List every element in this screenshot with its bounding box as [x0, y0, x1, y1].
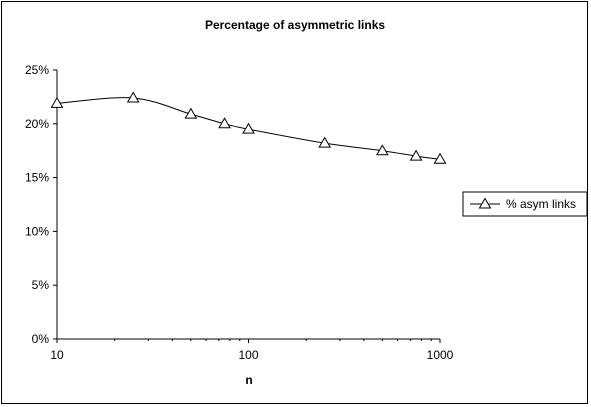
data-point-triangle	[318, 136, 332, 148]
series-group	[50, 91, 447, 164]
y-tick-label: 10%	[25, 224, 49, 238]
data-point-triangle	[409, 149, 423, 161]
y-axis: 0% 5% 10% 15% 20% 25%	[25, 63, 58, 346]
chart-title: Percentage of asymmetric links	[205, 18, 385, 32]
y-tick-label: 5%	[32, 278, 50, 292]
legend-label: % asym links	[506, 197, 576, 211]
x-axis: 10 100 1000	[50, 338, 454, 362]
x-tick-label: 1000	[427, 348, 454, 362]
legend-triangle-marker	[478, 197, 492, 209]
data-point-triangle	[50, 96, 64, 108]
data-point-triangle	[433, 152, 447, 164]
x-tick-label: 10	[50, 348, 64, 362]
x-axis-title: n	[245, 373, 252, 387]
data-point-triangle	[184, 107, 198, 119]
data-point-triangle	[126, 91, 140, 103]
x-tick-label: 100	[238, 348, 258, 362]
y-tick-label: 25%	[25, 63, 49, 77]
y-tick-label: 20%	[25, 117, 49, 131]
data-point-triangle	[375, 144, 389, 156]
data-point-triangle	[242, 122, 255, 134]
y-tick-label: 15%	[25, 171, 49, 185]
legend: % asym links	[462, 191, 588, 217]
data-point-triangle	[218, 117, 231, 129]
y-tick-label: 0%	[32, 332, 50, 346]
